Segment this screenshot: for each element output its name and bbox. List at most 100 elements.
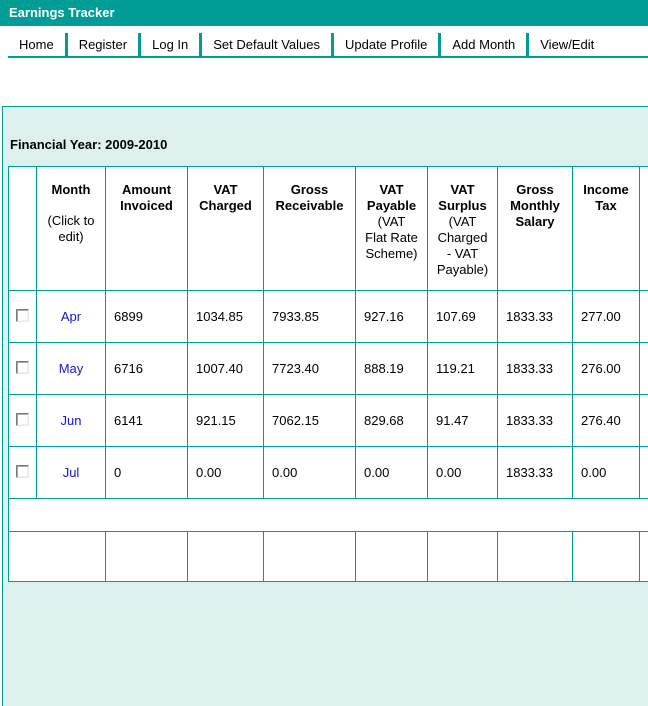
cell-vat-payable: 0.00 (356, 447, 428, 499)
cell-gross-monthly-salary: 1833.33 (498, 395, 573, 447)
cell-vat-charged: 1007.40 (188, 343, 264, 395)
month-cell: Apr (37, 291, 106, 343)
cell-amount-invoiced: 6716 (106, 343, 188, 395)
col-header-vat-surplus: VAT Surplus(VAT Charged - VAT Payable) (428, 167, 498, 291)
col-header-month: Month (Click to edit) (37, 167, 106, 291)
col-header-vat-payable: VAT Payable(VAT Flat Rate Scheme) (356, 167, 428, 291)
month-cell: May (37, 343, 106, 395)
total-label-cell (9, 532, 106, 582)
cell-vat-surplus: 119.21 (428, 343, 498, 395)
col-header-label: VAT Payable (358, 182, 425, 214)
cell-gross-monthly-salary: 1833.33 (498, 447, 573, 499)
col-header-label: VAT Surplus (430, 182, 495, 214)
table-corner-cell (9, 167, 37, 291)
content-panel: Financial Year: 2009-2010 Month (Click to… (2, 106, 648, 706)
cell-amount-invoiced: 0 (106, 447, 188, 499)
cell-vat-payable: 888.19 (356, 343, 428, 395)
cell-income-tax: 276.00 (573, 343, 640, 395)
cell-gross-receivable: 7723.40 (264, 343, 356, 395)
col-header-label: VAT Charged (190, 182, 261, 214)
cell-cutoff (640, 447, 648, 499)
month-link[interactable]: Apr (61, 309, 81, 324)
spacer-cell (9, 499, 648, 532)
cell-gross-receivable: 0.00 (264, 447, 356, 499)
cell-vat-surplus: 91.47 (428, 395, 498, 447)
col-header-gross-receivable: Gross Receivable (264, 167, 356, 291)
cell-income-tax: 276.40 (573, 395, 640, 447)
total-value-cell (573, 532, 640, 582)
month-link[interactable]: Jul (63, 465, 80, 480)
month-link[interactable]: Jun (61, 413, 82, 428)
col-header-subtext: (VAT Flat Rate Scheme) (358, 214, 425, 262)
row-select-checkbox[interactable] (16, 361, 29, 374)
col-header-label: Gross Receivable (266, 182, 353, 214)
total-value-cell (356, 532, 428, 582)
cell-gross-monthly-salary: 1833.33 (498, 291, 573, 343)
nav-item-set-default-values[interactable]: Set Default Values (202, 33, 331, 58)
total-value-cell (428, 532, 498, 582)
total-value-cell (106, 532, 188, 582)
month-cell: Jul (37, 447, 106, 499)
cell-vat-surplus: 107.69 (428, 291, 498, 343)
cell-vat-charged: 1034.85 (188, 291, 264, 343)
col-header-label: Month (39, 182, 103, 198)
app-title-bar: Earnings Tracker (0, 0, 648, 26)
financial-year: Financial Year: 2009-2010 (10, 137, 648, 152)
cell-cutoff (640, 343, 648, 395)
cell-amount-invoiced: 6141 (106, 395, 188, 447)
month-cell: Jun (37, 395, 106, 447)
financial-year-value: 2009-2010 (105, 137, 167, 152)
cell-vat-payable: 927.16 (356, 291, 428, 343)
col-header-gross-monthly-salary: Gross Monthly Salary (498, 167, 573, 291)
col-header-label: Amount Invoiced (108, 182, 185, 214)
nav-item-update-profile[interactable]: Update Profile (334, 33, 438, 58)
cell-vat-charged: 921.15 (188, 395, 264, 447)
row-select-checkbox[interactable] (16, 413, 29, 426)
nav-item-add-month[interactable]: Add Month (441, 33, 526, 58)
col-header-vat-charged: VAT Charged (188, 167, 264, 291)
nav-item-home[interactable]: Home (8, 33, 65, 58)
nav-item-register[interactable]: Register (68, 33, 138, 58)
row-select-cell (9, 291, 37, 343)
app-title: Earnings Tracker (9, 5, 115, 20)
total-value-cell (640, 532, 648, 582)
row-select-checkbox[interactable] (16, 465, 29, 478)
total-value-cell (264, 532, 356, 582)
total-value-cell (498, 532, 573, 582)
row-select-checkbox[interactable] (16, 309, 29, 322)
nav-item-view-edit[interactable]: View/Edit (529, 33, 648, 58)
total-row (9, 532, 648, 582)
nav-item-log-in[interactable]: Log In (141, 33, 199, 58)
cell-cutoff (640, 395, 648, 447)
row-select-cell (9, 343, 37, 395)
col-header-label: Income Tax (575, 182, 637, 214)
cell-gross-monthly-salary: 1833.33 (498, 343, 573, 395)
col-header-subtext: (Click to edit) (39, 213, 103, 245)
cell-income-tax: 277.00 (573, 291, 640, 343)
cell-cutoff (640, 291, 648, 343)
col-header-label: Gross Monthly Salary (500, 182, 570, 230)
row-select-cell (9, 447, 37, 499)
cell-gross-receivable: 7062.15 (264, 395, 356, 447)
cell-vat-payable: 829.68 (356, 395, 428, 447)
month-link[interactable]: May (59, 361, 84, 376)
col-header-subtext: (VAT Charged - VAT Payable) (430, 214, 495, 278)
cell-gross-receivable: 7933.85 (264, 291, 356, 343)
col-header-income-tax: Income Tax (573, 167, 640, 291)
row-select-cell (9, 395, 37, 447)
cell-vat-charged: 0.00 (188, 447, 264, 499)
col-header-amount-invoiced: Amount Invoiced (106, 167, 188, 291)
cell-amount-invoiced: 6899 (106, 291, 188, 343)
financial-year-label: Financial Year: (10, 137, 102, 152)
cell-vat-surplus: 0.00 (428, 447, 498, 499)
total-value-cell (188, 532, 264, 582)
col-header-cutoff (640, 167, 648, 291)
cell-income-tax: 0.00 (573, 447, 640, 499)
